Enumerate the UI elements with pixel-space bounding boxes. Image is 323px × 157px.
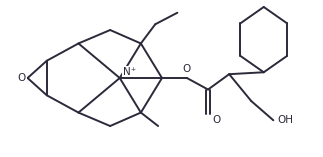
Text: N⁺: N⁺ — [123, 67, 136, 76]
Text: O: O — [18, 73, 26, 83]
Text: O: O — [183, 64, 191, 74]
Text: O: O — [213, 115, 221, 125]
Text: OH: OH — [277, 115, 293, 125]
